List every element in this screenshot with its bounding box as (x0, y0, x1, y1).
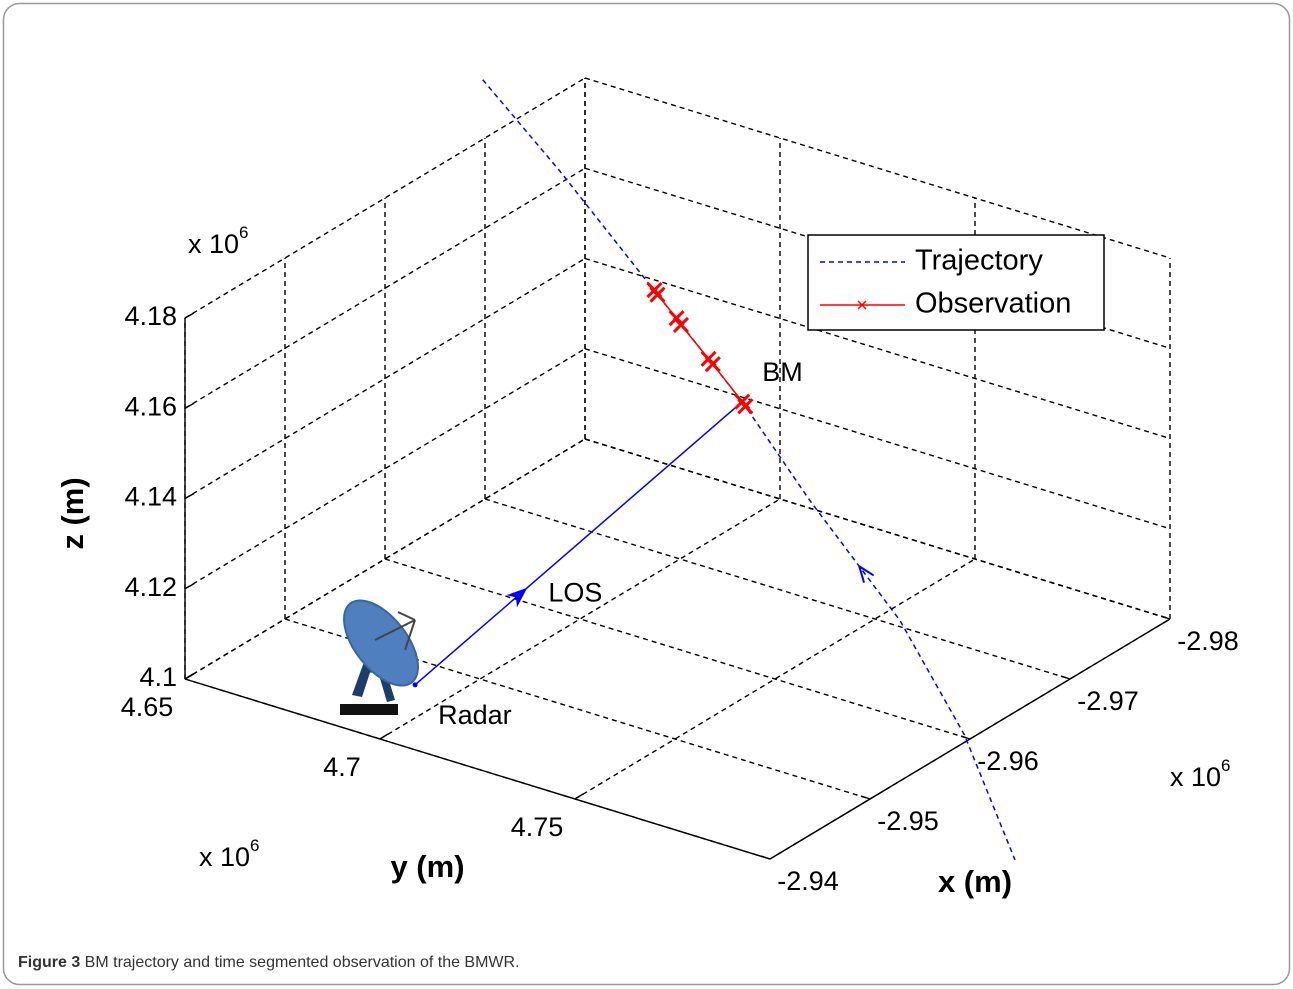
grid-line (184, 257, 586, 500)
grid-line (379, 498, 781, 740)
x-tick-mark (1160, 615, 1171, 620)
x-tick-label: -2.95 (877, 806, 939, 836)
y-tick-label: 4.75 (511, 812, 564, 842)
observation-marker (737, 398, 754, 415)
x-tick-mark (1060, 675, 1071, 680)
legend-marker (857, 300, 867, 310)
z-tick-mark (184, 402, 195, 409)
grid-line (384, 558, 971, 740)
annotation: LOS (548, 578, 602, 608)
box-edge (584, 438, 1171, 620)
legend: Trajectory Observation (807, 234, 1105, 331)
z-tick-mark (184, 583, 195, 590)
grid-line (184, 438, 586, 680)
observation-marker (704, 356, 721, 373)
z-tick-label: 4.16 (124, 391, 177, 421)
grid-line (584, 257, 1171, 440)
multiplier-base: x 10 (199, 842, 250, 872)
x-tick-mark (860, 795, 871, 800)
grid-line (484, 498, 1071, 680)
multiplier-exponent: 6 (1221, 756, 1230, 775)
grid-line (574, 558, 976, 800)
x-tick-label: -2.94 (777, 866, 839, 896)
z-tick-label: 4.1 (139, 662, 177, 692)
caption-label: Figure 3 (18, 954, 80, 971)
plot-area: 4.1 4.12 4.14 4.16 4.18 4.65 4.7 4.75 -2.94 -2.95… (55, 77, 1239, 899)
y-tick-mark (574, 793, 584, 800)
legend-box (807, 234, 1105, 331)
multiplier-base: x 10 (1170, 762, 1221, 792)
multiplier-exponent: 6 (239, 223, 248, 242)
y-tick-label: 4.65 (121, 692, 174, 722)
multiplier-exponent: 6 (250, 836, 259, 855)
x-tick-label: -2.97 (1077, 686, 1139, 716)
grid-line (184, 167, 586, 409)
y-tick-mark (184, 673, 194, 680)
annotation: BM (762, 357, 803, 387)
trajectory-arrow (858, 565, 875, 583)
legend-label: Observation (915, 288, 1071, 320)
annotation: Radar (438, 700, 512, 730)
axis-multiplier: x 106 (199, 836, 260, 872)
z-tick-mark (184, 492, 195, 500)
caption: Figure 3 BM trajectory and time segmente… (18, 954, 520, 971)
z-tick-mark (184, 312, 195, 319)
legend-label: Trajectory (915, 245, 1043, 277)
x-axis-label: x (m) (938, 864, 1012, 899)
caption-text: BM trajectory and time segmented observa… (80, 954, 519, 971)
z-tick-label: 4.18 (124, 301, 177, 331)
radar-feed (374, 611, 416, 651)
z-tick-label: 4.12 (124, 572, 177, 602)
y-tick-mark (379, 733, 389, 740)
x-tick-label: -2.98 (1177, 626, 1239, 656)
z-tick-label: 4.14 (124, 482, 177, 512)
observation-marker (672, 316, 690, 333)
x-tick-mark (960, 735, 971, 740)
observation-marker (649, 286, 666, 303)
grid-line (184, 348, 586, 590)
x-tick-label: -2.96 (977, 746, 1039, 776)
los-arrow (506, 587, 528, 608)
trajectory-line (482, 79, 1016, 861)
axis-multiplier: x 106 (1170, 756, 1231, 792)
line-of-sight (414, 401, 743, 686)
y-tick-label: 4.7 (323, 752, 361, 782)
axis-multiplier: x 106 (188, 223, 249, 259)
radar-base (340, 704, 398, 715)
y-axis (184, 678, 771, 860)
z-axis-label: z (m) (55, 477, 90, 549)
grid-line (584, 77, 1171, 259)
x-tick-mark (760, 855, 771, 860)
y-axis-label: y (m) (390, 849, 464, 884)
grid-line (184, 77, 586, 319)
multiplier-base: x 10 (188, 229, 239, 259)
grid-line (584, 348, 1171, 530)
radar-icon (340, 599, 419, 715)
radar-point (412, 682, 418, 688)
